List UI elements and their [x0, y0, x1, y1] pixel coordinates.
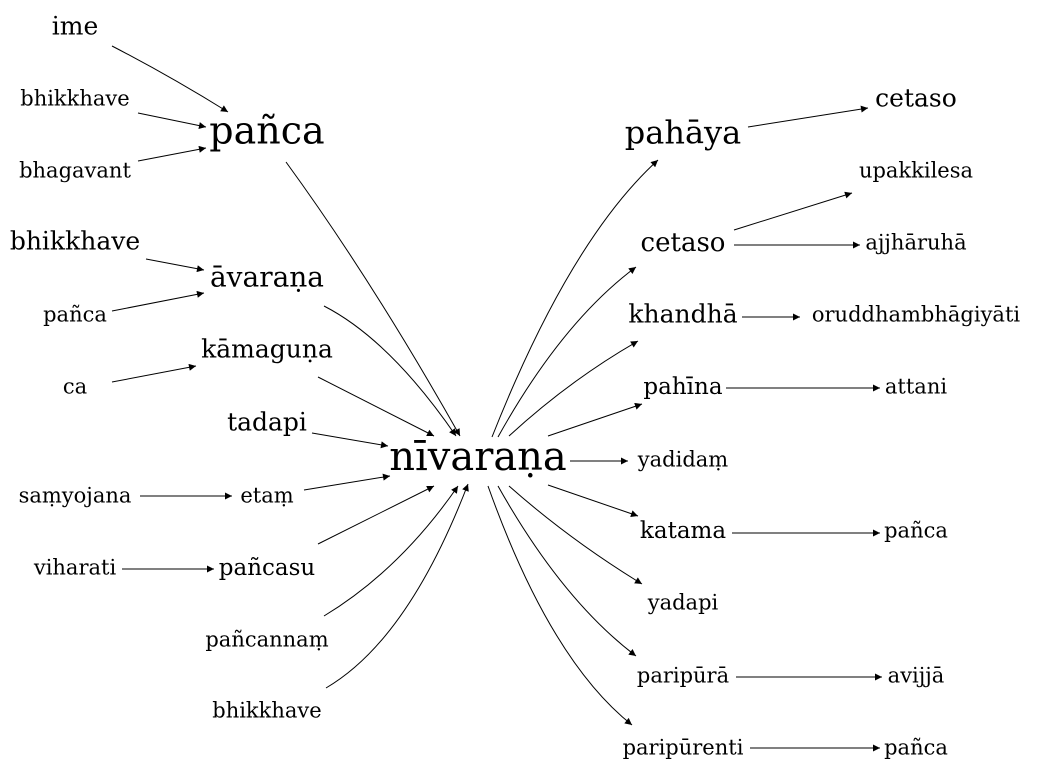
edge-nivarana-cetaso — [497, 266, 637, 438]
node-khandha: khandhā — [628, 300, 737, 329]
node-avarana: āvaraṇa — [210, 261, 324, 294]
node-ajjharuha: ajjhāruhā — [865, 231, 966, 255]
edge-nivarana-pahina — [547, 402, 643, 437]
edge-kamaguna-nivarana — [317, 376, 435, 437]
edge-nivarana-khandha — [508, 340, 639, 437]
nodes: nīvaraṇa ime bhikkhave bhagavant pañca b… — [10, 12, 1021, 760]
node-viharati: viharati — [33, 556, 117, 580]
node-attani: attani — [885, 375, 947, 399]
node-kamaguna: kāmaguṇa — [201, 335, 333, 364]
edge-pancasu-nivarana — [317, 485, 435, 545]
node-bhagavant: bhagavant — [19, 159, 131, 183]
node-panca-2: pañca — [43, 303, 107, 327]
node-samyojana: saṃyojana — [19, 484, 132, 508]
node-bhikkhave-2: bhikkhave — [10, 227, 140, 256]
edges — [111, 45, 882, 752]
node-ime: ime — [52, 12, 99, 41]
node-etam: etaṃ — [240, 484, 293, 508]
edge-ca-kamaguna — [111, 363, 197, 383]
edge-etam-nivarana — [303, 473, 391, 491]
edge-panca-avarana — [111, 290, 205, 312]
edge-nivarana-paripurenti — [487, 485, 633, 726]
node-ca: ca — [63, 375, 87, 399]
node-upakkilesa: upakkilesa — [859, 159, 973, 183]
node-paripurenti: paripūrenti — [623, 736, 744, 760]
node-pancasu: pañcasu — [219, 555, 315, 581]
edge-tadapi-nivarana — [311, 432, 389, 449]
node-oruddham: oruddhambhāgiyāti — [812, 303, 1021, 327]
node-nivarana: nīvaraṇa — [389, 434, 567, 480]
node-bhikkhave-3: bhikkhave — [212, 699, 321, 723]
node-panca-r2: pañca — [884, 736, 948, 760]
node-panca-left: pañca — [209, 109, 324, 153]
edge-cetaso-upakkilesa — [733, 191, 853, 231]
node-paripura: paripūrā — [637, 664, 729, 688]
edge-panca-nivarana — [285, 161, 461, 437]
edge-pancannam-nivarana — [323, 485, 459, 617]
node-yadidam: yadidaṃ — [637, 448, 729, 472]
node-pancannam: pañcannaṃ — [205, 628, 328, 652]
edge-nivarana-paripura — [497, 485, 637, 657]
edge-pahaya-cetaso — [747, 105, 869, 128]
edge-ime-panca — [111, 45, 229, 113]
node-cetaso-1: cetaso — [875, 84, 957, 113]
edge-bhagavant-panca — [137, 145, 207, 162]
edge-nivarana-yadapi — [508, 485, 643, 585]
node-bhikkhave-1: bhikkhave — [20, 87, 129, 111]
node-cetaso-2: cetaso — [641, 228, 726, 258]
edge-bhikkhave-avarana — [145, 258, 205, 273]
node-panca-r1: pañca — [884, 519, 948, 543]
edge-avarana-nivarana — [323, 305, 457, 437]
node-tadapi: tadapi — [227, 408, 307, 437]
edge-nivarana-katama — [547, 484, 639, 518]
edge-nivarana-pahaya — [491, 159, 659, 438]
node-avijja: avijjā — [888, 664, 945, 688]
node-katama: katama — [640, 518, 726, 544]
node-pahina: pahīna — [643, 374, 722, 400]
node-pahaya: pahāya — [625, 114, 741, 152]
edge-bhikkhave-panca — [137, 112, 207, 130]
node-yadapi: yadapi — [647, 591, 719, 615]
edge-bhikkhave-nivarana — [325, 483, 469, 689]
